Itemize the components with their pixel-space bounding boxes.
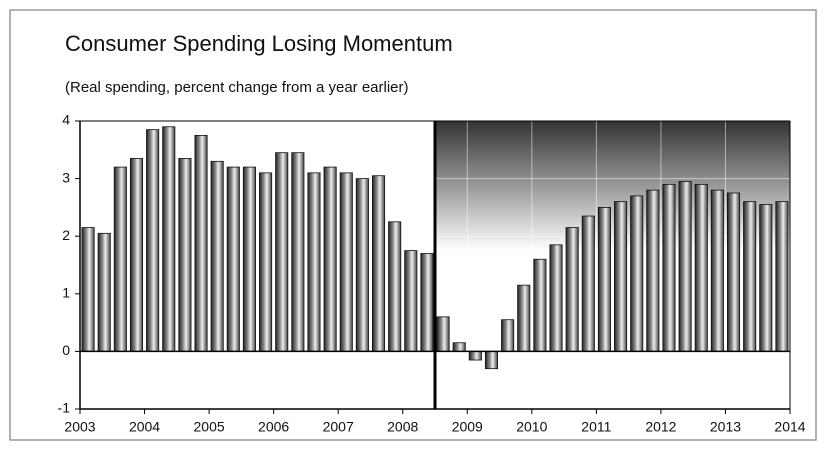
bar [533, 258, 547, 352]
x-tick-label: 2012 [645, 419, 676, 435]
x-tick-label: 2007 [323, 419, 354, 435]
bar [404, 250, 418, 352]
y-tick-label: 1 [62, 285, 70, 301]
bar [259, 172, 273, 352]
y-tick-label: -1 [58, 400, 71, 416]
bar [291, 152, 305, 352]
bar [436, 316, 450, 352]
bar [355, 178, 369, 352]
bar [420, 253, 434, 352]
chart-subtitle: (Real spending, percent change from a ye… [65, 79, 409, 96]
x-tick-label: 2004 [129, 419, 160, 435]
bar [694, 183, 708, 352]
bar [194, 134, 208, 352]
bar [662, 183, 676, 352]
bar [726, 192, 741, 352]
bar [759, 204, 773, 352]
bar [597, 206, 611, 352]
bar [146, 129, 160, 352]
y-tick-label: 2 [62, 227, 70, 243]
bar [452, 342, 466, 352]
bar [129, 158, 144, 352]
y-tick-label: 4 [62, 112, 70, 128]
bar [517, 284, 531, 352]
bar [97, 232, 111, 352]
bar [307, 172, 321, 352]
bar [178, 158, 192, 352]
bar [549, 244, 563, 352]
x-tick-label: 2005 [194, 419, 225, 435]
bar [501, 319, 515, 352]
x-tick-label: 2009 [452, 419, 483, 435]
bar [484, 350, 499, 370]
x-tick-label: 2008 [387, 419, 418, 435]
bar [388, 221, 402, 352]
bar [743, 201, 757, 352]
bar [339, 172, 353, 352]
bar [581, 215, 595, 352]
bar [81, 227, 95, 352]
x-tick-label: 2010 [516, 419, 547, 435]
bar [646, 189, 660, 352]
bar [710, 189, 724, 352]
bar [275, 152, 289, 352]
x-tick-label: 2014 [774, 419, 805, 435]
bar [565, 227, 579, 352]
chart-title: Consumer Spending Losing Momentum [65, 31, 453, 56]
bar [242, 166, 256, 352]
x-tick-label: 2011 [581, 419, 611, 435]
y-tick-label: 3 [62, 169, 70, 185]
x-tick-label: 2013 [710, 419, 741, 435]
x-tick-label: 2006 [258, 419, 289, 435]
bar [678, 181, 692, 352]
bar [775, 201, 789, 352]
bar [630, 195, 644, 352]
bar [162, 126, 176, 352]
x-tick-label: 2003 [64, 419, 95, 435]
bar [323, 166, 337, 352]
bar [371, 175, 386, 352]
bar [210, 160, 224, 352]
bar [468, 350, 482, 361]
bar [614, 201, 628, 352]
bar [226, 166, 240, 352]
frame [9, 9, 817, 441]
bar [113, 166, 127, 352]
y-tick-label: 0 [62, 342, 70, 358]
